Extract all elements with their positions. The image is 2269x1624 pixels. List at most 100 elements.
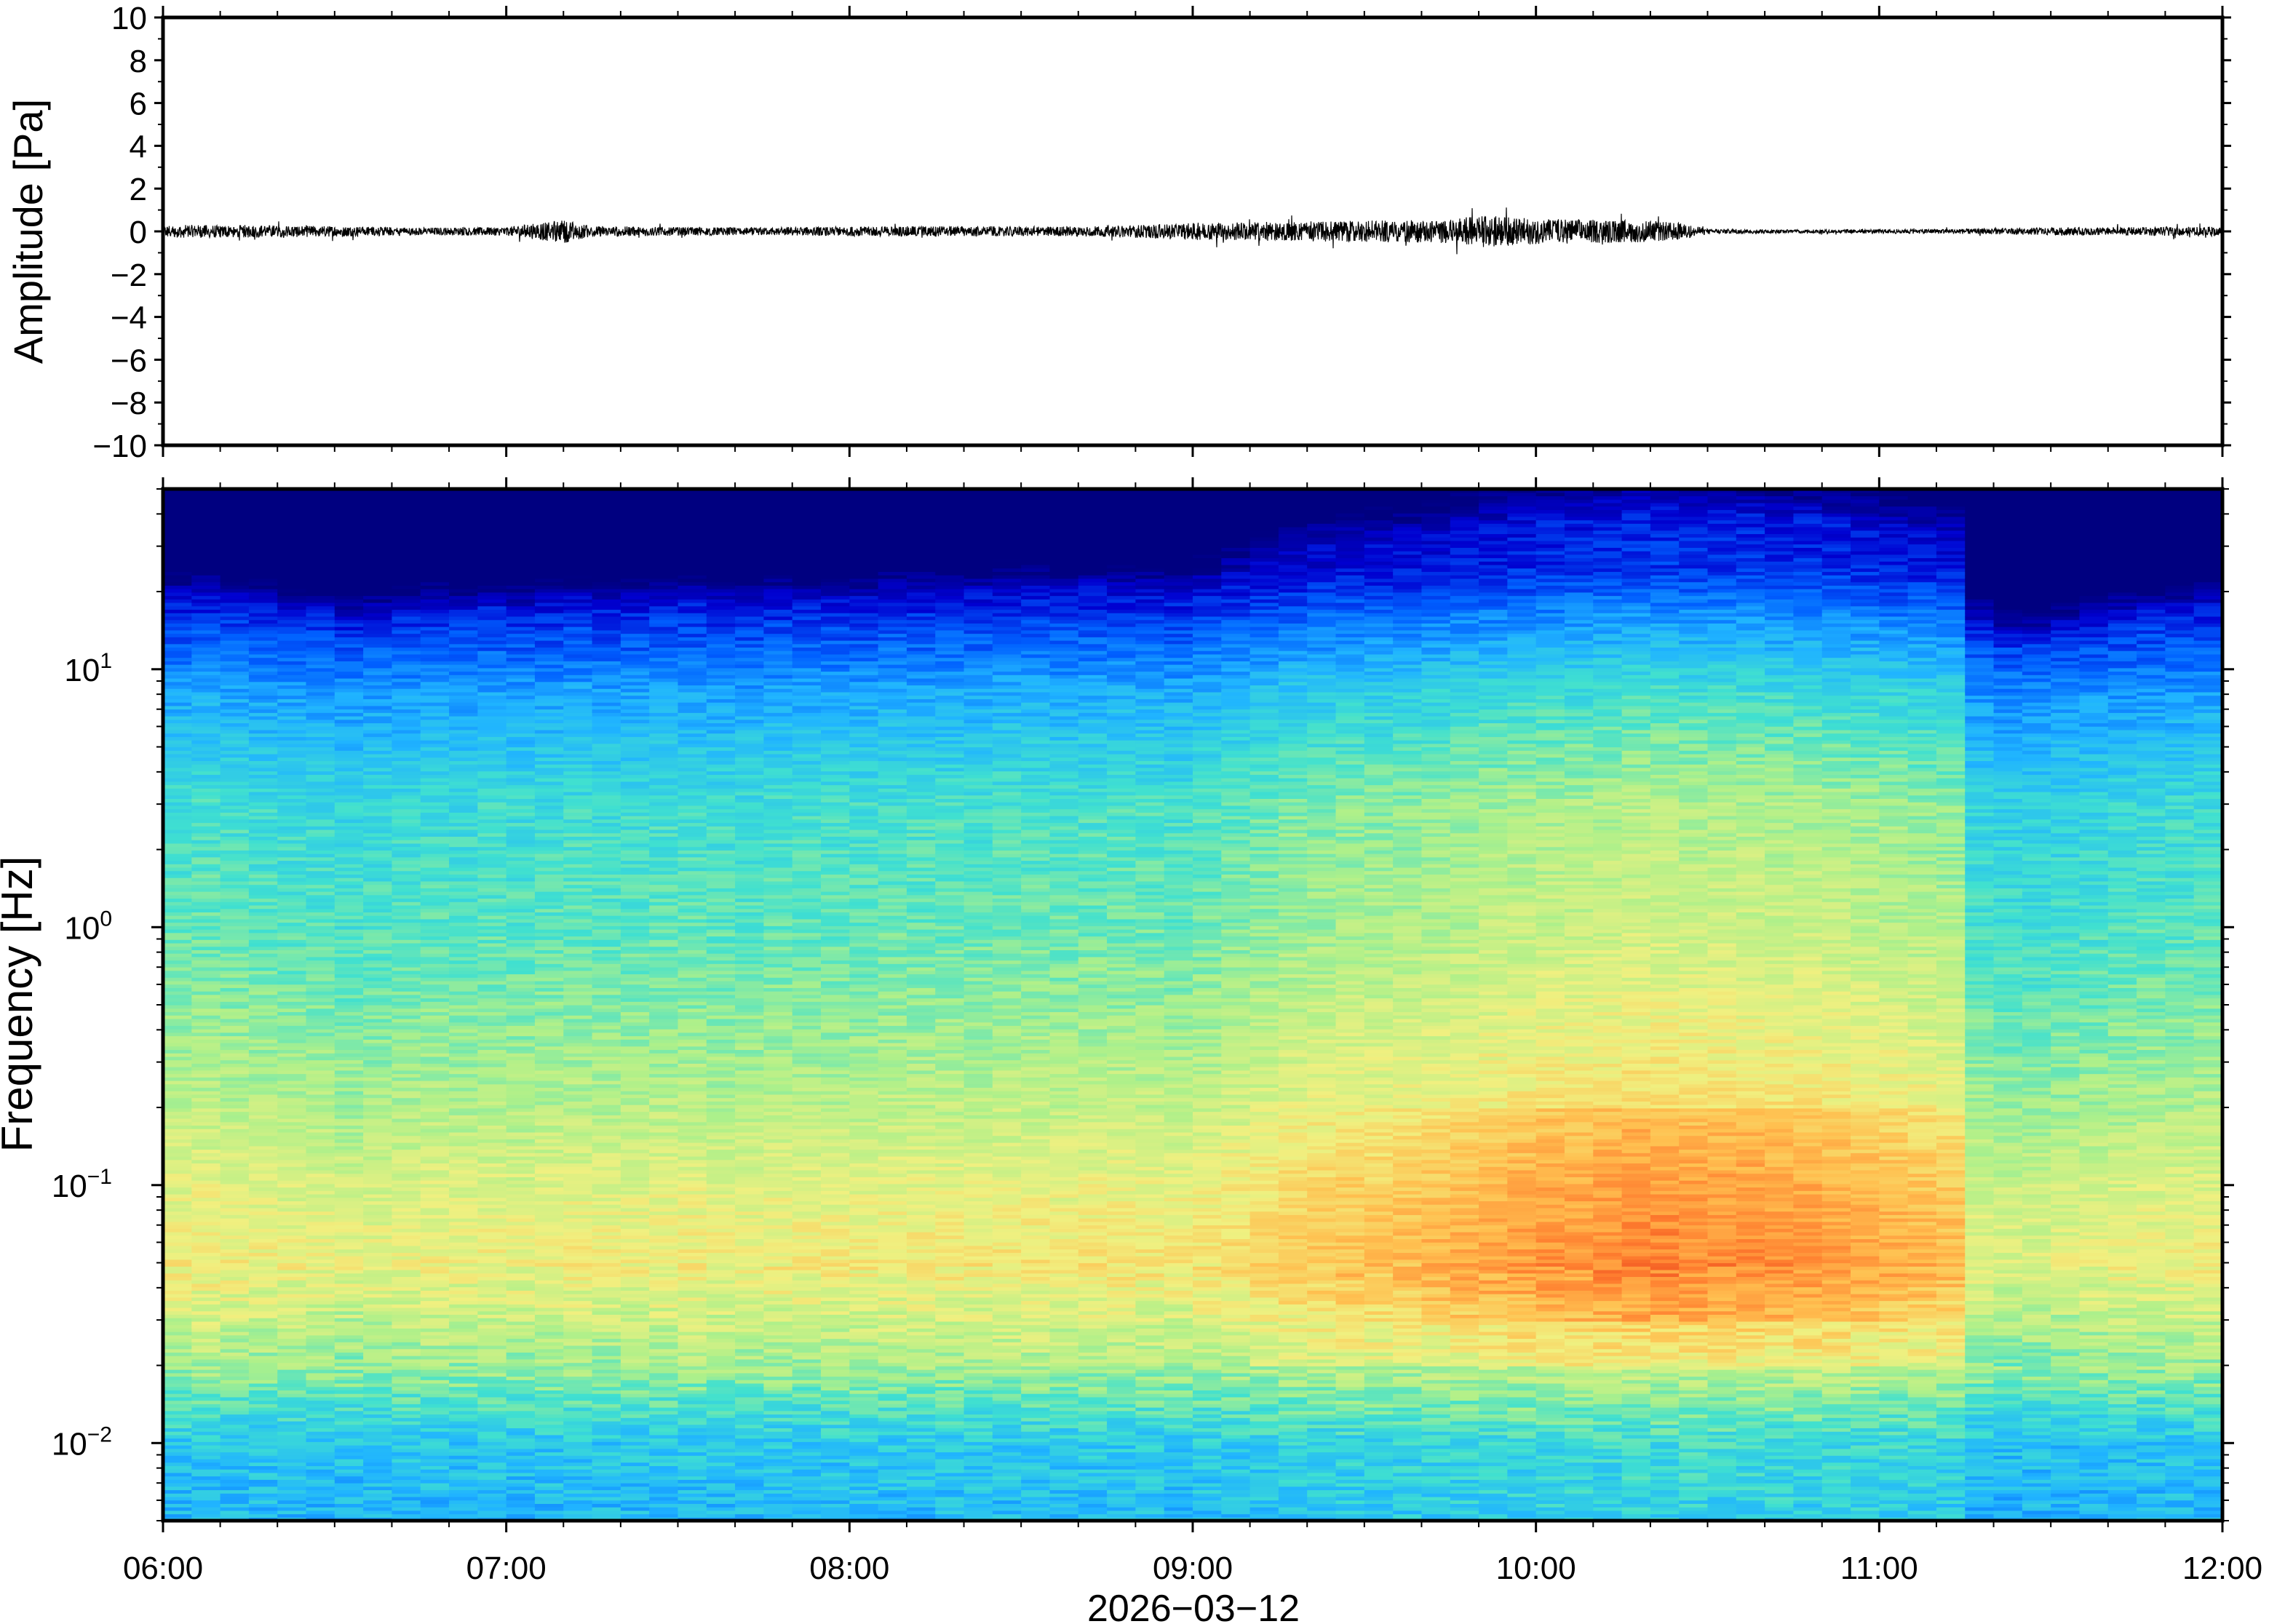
spectrogram-cell: [477, 1513, 507, 1518]
spectrogram-cell: [563, 1083, 593, 1088]
spectrogram-cell: [534, 1396, 564, 1401]
spectrogram-cell: [534, 564, 564, 569]
spectrogram-cell: [334, 1404, 364, 1408]
spectrogram-cell: [477, 822, 507, 827]
spectrogram-cell: [449, 884, 478, 888]
spectrogram-cell: [363, 1417, 393, 1422]
spectrogram-cell: [563, 991, 593, 995]
spectrogram-cell: [277, 1503, 307, 1508]
spectrogram-cell: [506, 1067, 536, 1071]
spectrogram-cell: [592, 1077, 621, 1081]
spectrogram-cell: [506, 1372, 536, 1377]
spectrogram-cell: [191, 1396, 221, 1401]
spectrogram-cell: [191, 1070, 221, 1075]
spectrogram-cell: [592, 1101, 621, 1105]
spectrogram-cell: [277, 605, 307, 610]
spectrogram-cell: [191, 850, 221, 854]
spectrogram-cell: [449, 939, 478, 944]
spectrogram-cell: [363, 1008, 393, 1013]
spectrogram-cell: [220, 1015, 250, 1019]
spectrogram-cell: [592, 613, 621, 617]
spectrogram-cell: [306, 1352, 335, 1356]
spectrogram-cell: [191, 702, 221, 706]
spectrogram-cell: [334, 1428, 364, 1432]
spectrogram-cell: [220, 575, 250, 579]
spectrogram-cell: [506, 1465, 536, 1470]
spectrogram-cell: [191, 1231, 221, 1236]
spectrogram-cell: [277, 1500, 307, 1504]
spectrogram-cell: [306, 929, 335, 934]
spectrogram-cell: [420, 613, 450, 617]
spectrogram-cell: [220, 602, 250, 607]
spectrogram-cell: [534, 963, 564, 968]
spectrogram-cell: [248, 1221, 278, 1226]
spectrogram-cell: [277, 637, 307, 641]
spectrogram-cell: [506, 1005, 536, 1009]
spectrogram-cell: [506, 629, 536, 634]
spectrogram-cell: [563, 592, 593, 597]
spectrogram-cell: [163, 657, 192, 661]
spectrogram-cell: [477, 585, 507, 589]
spectrogram-cell: [191, 605, 221, 610]
spectrogram-cell: [163, 1053, 192, 1057]
spectrogram-cell: [392, 1280, 421, 1284]
spectrogram-cell: [420, 1428, 450, 1432]
spectrogram-cell: [191, 688, 221, 693]
spectrogram-cell: [248, 805, 278, 810]
spectrogram-cell: [477, 1500, 507, 1504]
spectrogram-cell: [420, 1180, 450, 1185]
spectrogram-cell: [248, 832, 278, 837]
spectrogram-cell: [477, 1073, 507, 1078]
spectrogram-cell: [592, 674, 621, 679]
spectrogram-cell: [334, 1180, 364, 1185]
spectrogram-cell: [334, 1221, 364, 1226]
spectrogram-cell: [163, 533, 192, 538]
spectrogram-cell: [277, 1404, 307, 1408]
spectrogram-cell: [477, 1465, 507, 1470]
spectrogram-cell: [592, 915, 621, 920]
spectrogram-cell: [563, 1005, 593, 1009]
spectrogram-cell: [191, 840, 221, 844]
spectrogram-cell: [449, 709, 478, 713]
spectrogram-cell: [506, 846, 536, 851]
spectrogram-cell: [563, 609, 593, 613]
spectrogram-cell: [248, 1214, 278, 1219]
spectrogram-cell: [363, 1455, 393, 1460]
spectrogram-cell: [420, 788, 450, 792]
spectrogram-cell: [220, 1190, 250, 1195]
spectrogram-cell: [306, 877, 335, 882]
spectrogram-cell: [592, 1469, 621, 1473]
spectrogram-cell: [191, 912, 221, 916]
spectrogram-cell: [563, 1022, 593, 1026]
spectrogram-cell: [420, 1404, 450, 1408]
spectrogram-cell: [506, 1046, 536, 1051]
spectrogram-cell: [191, 1369, 221, 1374]
spectrogram-cell: [277, 1342, 307, 1346]
spectrogram-cell: [191, 1149, 221, 1153]
spectrogram-cell: [449, 712, 478, 717]
spectrogram-cell: [277, 1390, 307, 1394]
spectrogram-cell: [363, 1046, 393, 1051]
spectrogram-cell: [191, 1166, 221, 1171]
spectrogram-cell: [506, 1218, 536, 1222]
spectrogram-cell: [392, 1479, 421, 1484]
spectrogram-cell: [420, 1266, 450, 1270]
spectrogram-cell: [506, 1280, 536, 1284]
spectrogram-cell: [163, 884, 192, 888]
spectrogram-cell: [449, 1183, 478, 1188]
spectrogram-cell: [277, 1345, 307, 1350]
spectrogram-cell: [506, 1135, 536, 1139]
spectrogram-cell: [363, 1404, 393, 1408]
spectrogram-cell: [334, 657, 364, 661]
spectrogram-cell: [592, 1428, 621, 1432]
spectrogram-cell: [534, 967, 564, 971]
spectrogram-cell: [191, 819, 221, 824]
spectrogram-cell: [449, 1396, 478, 1401]
spectrogram-cell: [620, 1369, 650, 1374]
spectrogram-cell: [392, 557, 421, 562]
spectrogram-cell: [248, 1073, 278, 1078]
spectrogram-cell: [506, 1249, 536, 1253]
spectrogram-cell: [592, 571, 621, 576]
spectrogram-cell: [592, 1163, 621, 1167]
spectrogram-cell: [306, 1441, 335, 1446]
